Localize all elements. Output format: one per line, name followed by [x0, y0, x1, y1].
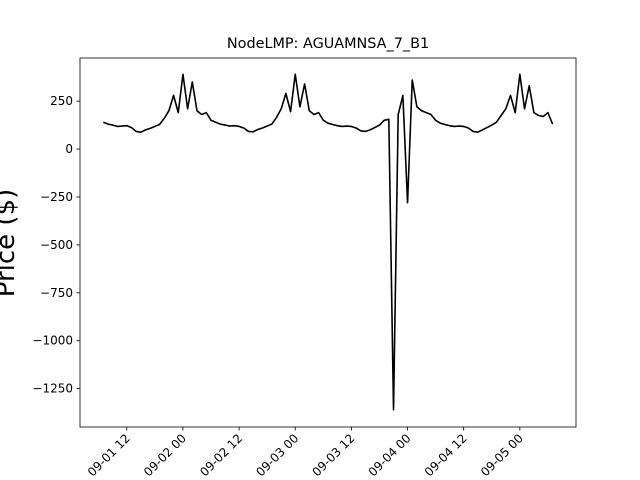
x-tick-label: 09-03 00: [253, 431, 301, 479]
x-tick-label: 09-02 12: [197, 431, 245, 479]
y-tick-label: −1000: [32, 334, 73, 348]
y-tick-label: −500: [40, 238, 73, 252]
y-axis-label: Price ($): [0, 189, 21, 298]
y-tick-label: −250: [40, 190, 73, 204]
x-tick-label: 09-05 00: [478, 431, 526, 479]
y-tick-label: −1250: [32, 382, 73, 396]
plot-frame: [79, 57, 577, 428]
price-line: [103, 73, 554, 411]
y-tick-label: −750: [40, 286, 73, 300]
y-tick-label: 250: [50, 94, 73, 108]
x-tick-label: 09-03 12: [309, 431, 357, 479]
x-tick-label: 09-04 00: [366, 431, 414, 479]
x-tick-label: 09-04 12: [422, 431, 470, 479]
y-tick-label: 0: [65, 142, 73, 156]
x-tick-label: 09-01 12: [85, 431, 133, 479]
x-tick-label: 09-02 00: [141, 431, 189, 479]
chart-title: NodeLMP: AGUAMNSA_7_B1: [227, 36, 429, 52]
